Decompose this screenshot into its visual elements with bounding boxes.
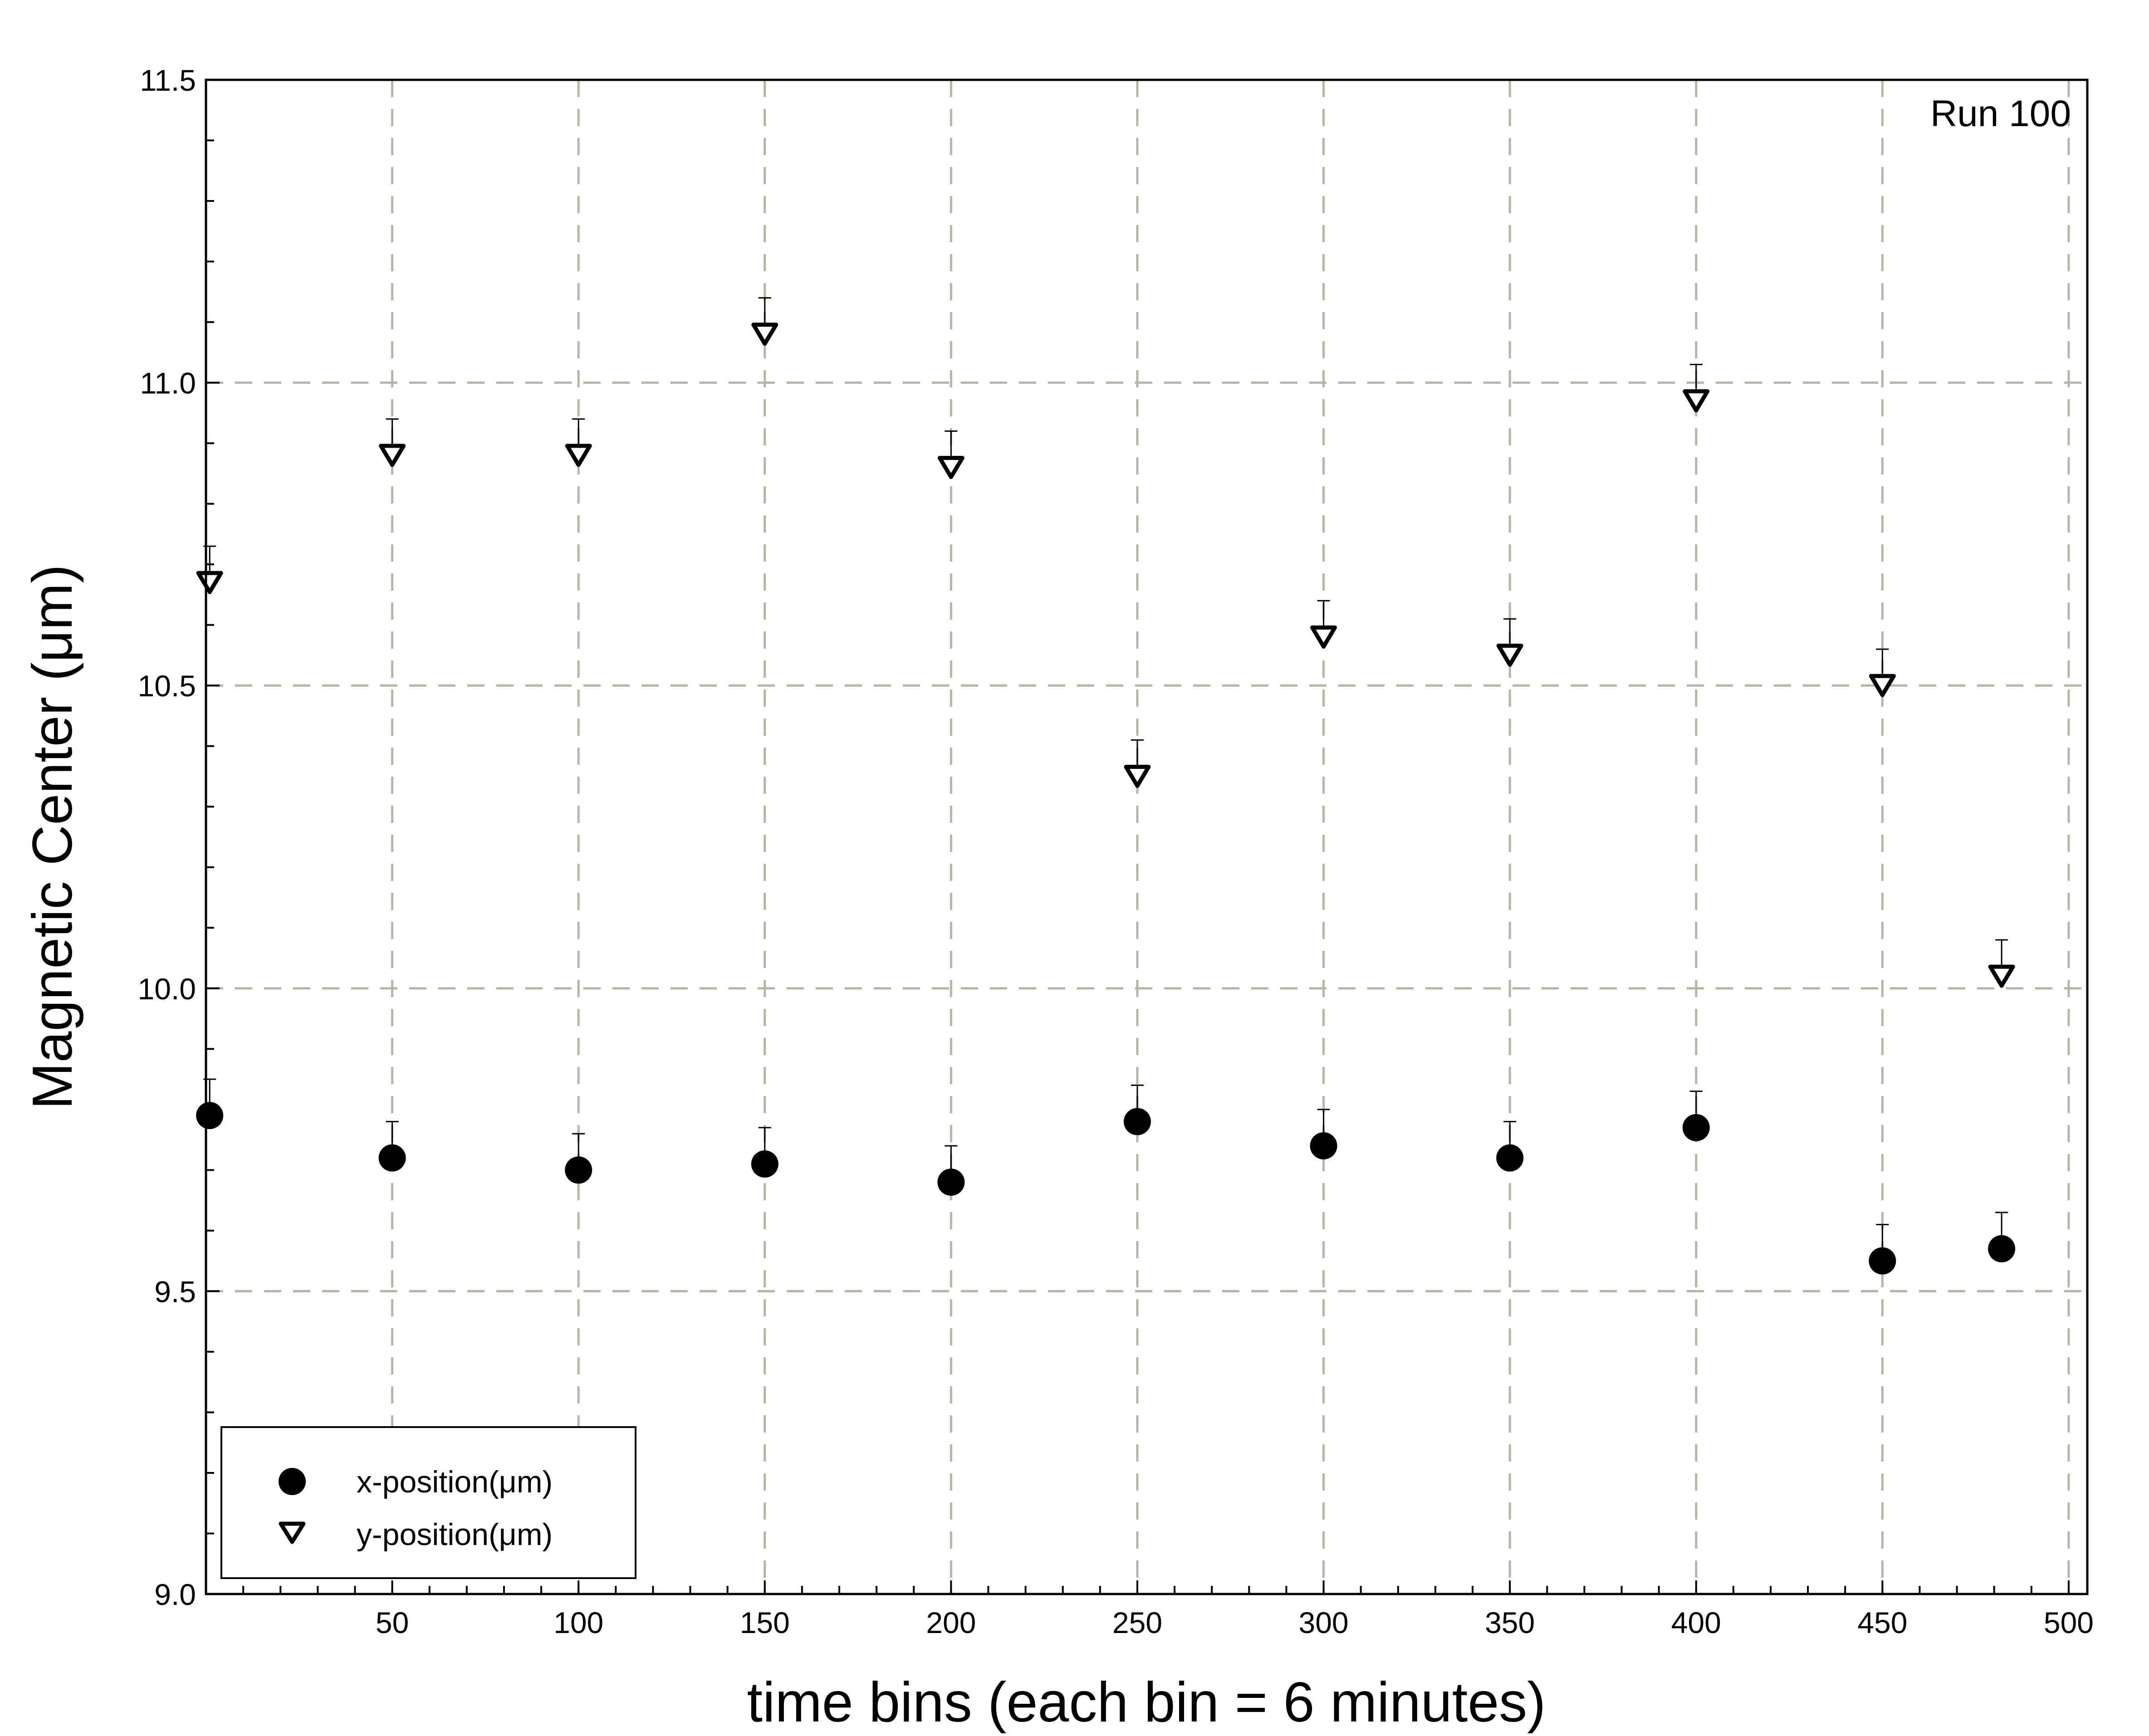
y-tick-label: 11.0: [140, 367, 196, 400]
x-tick-label: 400: [1671, 1606, 1721, 1639]
y-position-point: [1988, 964, 2015, 988]
y-tick-label: 11.5: [140, 64, 196, 97]
y-position-point: [1869, 674, 1896, 697]
y-position-point: [1310, 625, 1337, 649]
x-tick-label: 100: [553, 1606, 603, 1639]
x-position-point: [378, 1144, 406, 1172]
x-tick-label: 50: [376, 1606, 409, 1639]
x-tick-label: 300: [1299, 1606, 1349, 1639]
y-position-point: [937, 456, 964, 479]
y-tick-label: 9.5: [154, 1275, 196, 1308]
x-position-point: [1682, 1114, 1710, 1141]
x-position-point: [1869, 1247, 1896, 1275]
x-tick-label: 450: [1857, 1606, 1907, 1639]
x-position-point: [1123, 1108, 1151, 1135]
x-axis-title: time bins (each bin = 6 minutes): [747, 1671, 1546, 1734]
x-position-point: [1988, 1235, 2016, 1262]
y-position-point: [565, 444, 592, 467]
y-position-point: [379, 444, 406, 467]
x-tick-label: 150: [740, 1606, 790, 1639]
y-position-point: [1496, 643, 1523, 667]
x-position-point: [1310, 1132, 1337, 1159]
x-position-point: [196, 1102, 224, 1130]
x-position-point: [1496, 1144, 1524, 1172]
y-axis-title: Magnetic Center (μm): [21, 564, 84, 1110]
y-tick-label: 10.5: [138, 669, 196, 703]
legend-label-x-position: x-position(μm): [357, 1465, 553, 1499]
x-position-point: [565, 1156, 592, 1184]
series-1: [196, 297, 2015, 988]
y-position-point: [1124, 764, 1151, 788]
x-tick-label: 200: [926, 1606, 976, 1639]
x-position-point: [937, 1169, 965, 1196]
grid-layer: [206, 80, 2087, 1594]
x-tick-label: 350: [1485, 1606, 1535, 1639]
legend-marker-y-position: [279, 1521, 306, 1544]
y-position-point: [196, 571, 223, 594]
run-annotation: Run 100: [1930, 93, 2071, 134]
y-position-point: [1683, 389, 1710, 413]
legend: x-position(μm) y-position(μm): [220, 1426, 636, 1579]
series-0: [196, 1078, 2016, 1275]
y-tick-label: 10.0: [138, 972, 196, 1006]
y-position-point: [751, 323, 778, 346]
tick-layer: 50 100 150 200 250 300 350 400 450 500 9.0 9.5 10.0 1…: [138, 64, 2094, 1639]
y-tick-label: 9.0: [154, 1578, 196, 1611]
plot-frame: [205, 78, 2089, 1595]
x-tick-label: 250: [1112, 1606, 1162, 1639]
x-position-point: [751, 1150, 778, 1178]
x-tick-label: 500: [2044, 1606, 2094, 1639]
data-layer: [196, 297, 2016, 1275]
legend-label-y-position: y-position(μm): [357, 1517, 553, 1552]
legend-marker-x-position: [279, 1468, 306, 1495]
legend-box: [220, 1426, 636, 1579]
